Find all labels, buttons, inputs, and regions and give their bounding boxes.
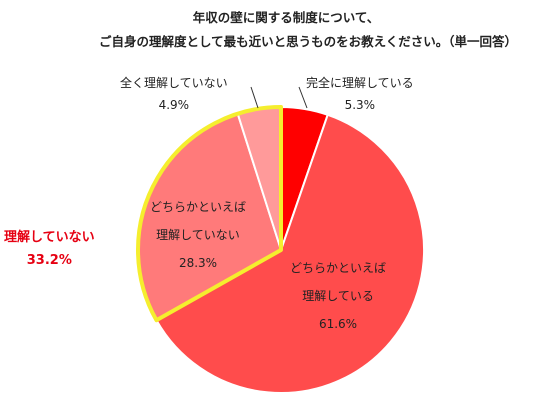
- not-understood-total-annotation: 理解していない 33.2%: [4, 230, 95, 268]
- slice-label-not-at-all: 全く理解していない 4.9%: [120, 76, 228, 112]
- slice-label-somewhat-understand: どちらかといえば 理解している 61.6%: [290, 261, 387, 331]
- chart-title: 年収の壁に関する制度について、: [192, 10, 380, 25]
- leader-line-not-at-all: [250, 86, 259, 109]
- not-understood-highlight-outline: [136, 105, 283, 323]
- leader-line-fully-understand: [298, 86, 308, 109]
- slice-somewhat-understand: [155, 113, 425, 394]
- slice-label-fully-understand: 完全に理解している 5.3%: [306, 76, 414, 112]
- chart-subtitle: ご自身の理解度として最も近いと思うものをお教えください。（単一回答）: [98, 34, 517, 49]
- slice-label-somewhat-not-understand: どちらかといえば 理解していない 28.3%: [150, 200, 247, 270]
